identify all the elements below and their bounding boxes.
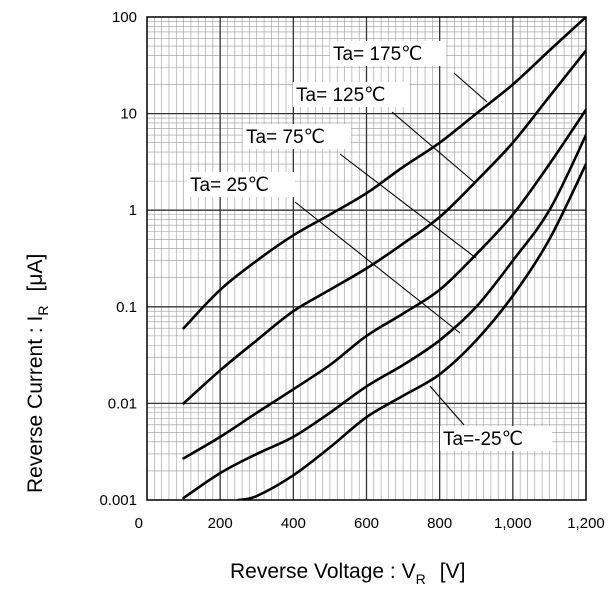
series-label: Ta= 125℃ <box>296 85 385 106</box>
series-line-3 <box>182 133 586 500</box>
y-tick-label: 0.001 <box>99 492 137 509</box>
x-tick-label: 800 <box>427 515 452 532</box>
series-label: Ta= 25℃ <box>190 175 269 196</box>
y-axis-title: Reverse Current : IR[μA] <box>24 254 51 493</box>
y-tick-label: 100 <box>112 9 137 26</box>
label-leader-lines <box>294 72 488 426</box>
x-tick-label: 1,000 <box>494 515 532 532</box>
series-label-background <box>187 172 295 197</box>
label-leader-line <box>429 385 465 426</box>
series-line-4 <box>237 162 586 500</box>
label-leader-line <box>391 111 475 183</box>
x-tick-label: 1,200 <box>567 515 605 532</box>
series-label: Ta= 75℃ <box>246 127 325 148</box>
label-leader-line <box>294 201 461 334</box>
x-axis-title: Reverse Voltage : VR [V] <box>230 560 465 587</box>
series-labels: Ta= 175℃ Ta= 125℃ Ta= 75℃ Ta= 25℃ Ta=-25℃ <box>187 41 552 451</box>
y-tick-label: 0.01 <box>108 395 137 412</box>
x-tick-label: 400 <box>281 515 306 532</box>
series-label-background <box>440 426 552 451</box>
series-label: Ta=-25℃ <box>443 429 523 450</box>
x-tick-label: 0 <box>135 515 143 532</box>
y-tick-label: 1 <box>129 202 137 219</box>
plot-frame <box>146 16 587 501</box>
series-lines <box>182 17 586 500</box>
series-label-background <box>293 82 409 107</box>
y-tick-label: 10 <box>120 106 137 123</box>
label-leader-line <box>339 153 477 259</box>
series-line-0 <box>182 17 586 330</box>
y-axis-ticks: 0.001 0.01 0.1 1 10 100 <box>99 9 137 509</box>
series-line-1 <box>182 49 586 405</box>
series-line-2 <box>182 108 586 460</box>
series-label-background <box>330 41 446 66</box>
x-tick-label: 200 <box>208 515 233 532</box>
x-axis-ticks: 0 200 400 600 800 1,000 1,200 <box>135 515 605 532</box>
y-tick-label: 0.1 <box>116 299 137 316</box>
series-label: Ta= 175℃ <box>333 44 422 65</box>
label-leader-line <box>453 72 488 103</box>
x-tick-label: 600 <box>354 515 379 532</box>
series-label-background <box>243 124 351 149</box>
